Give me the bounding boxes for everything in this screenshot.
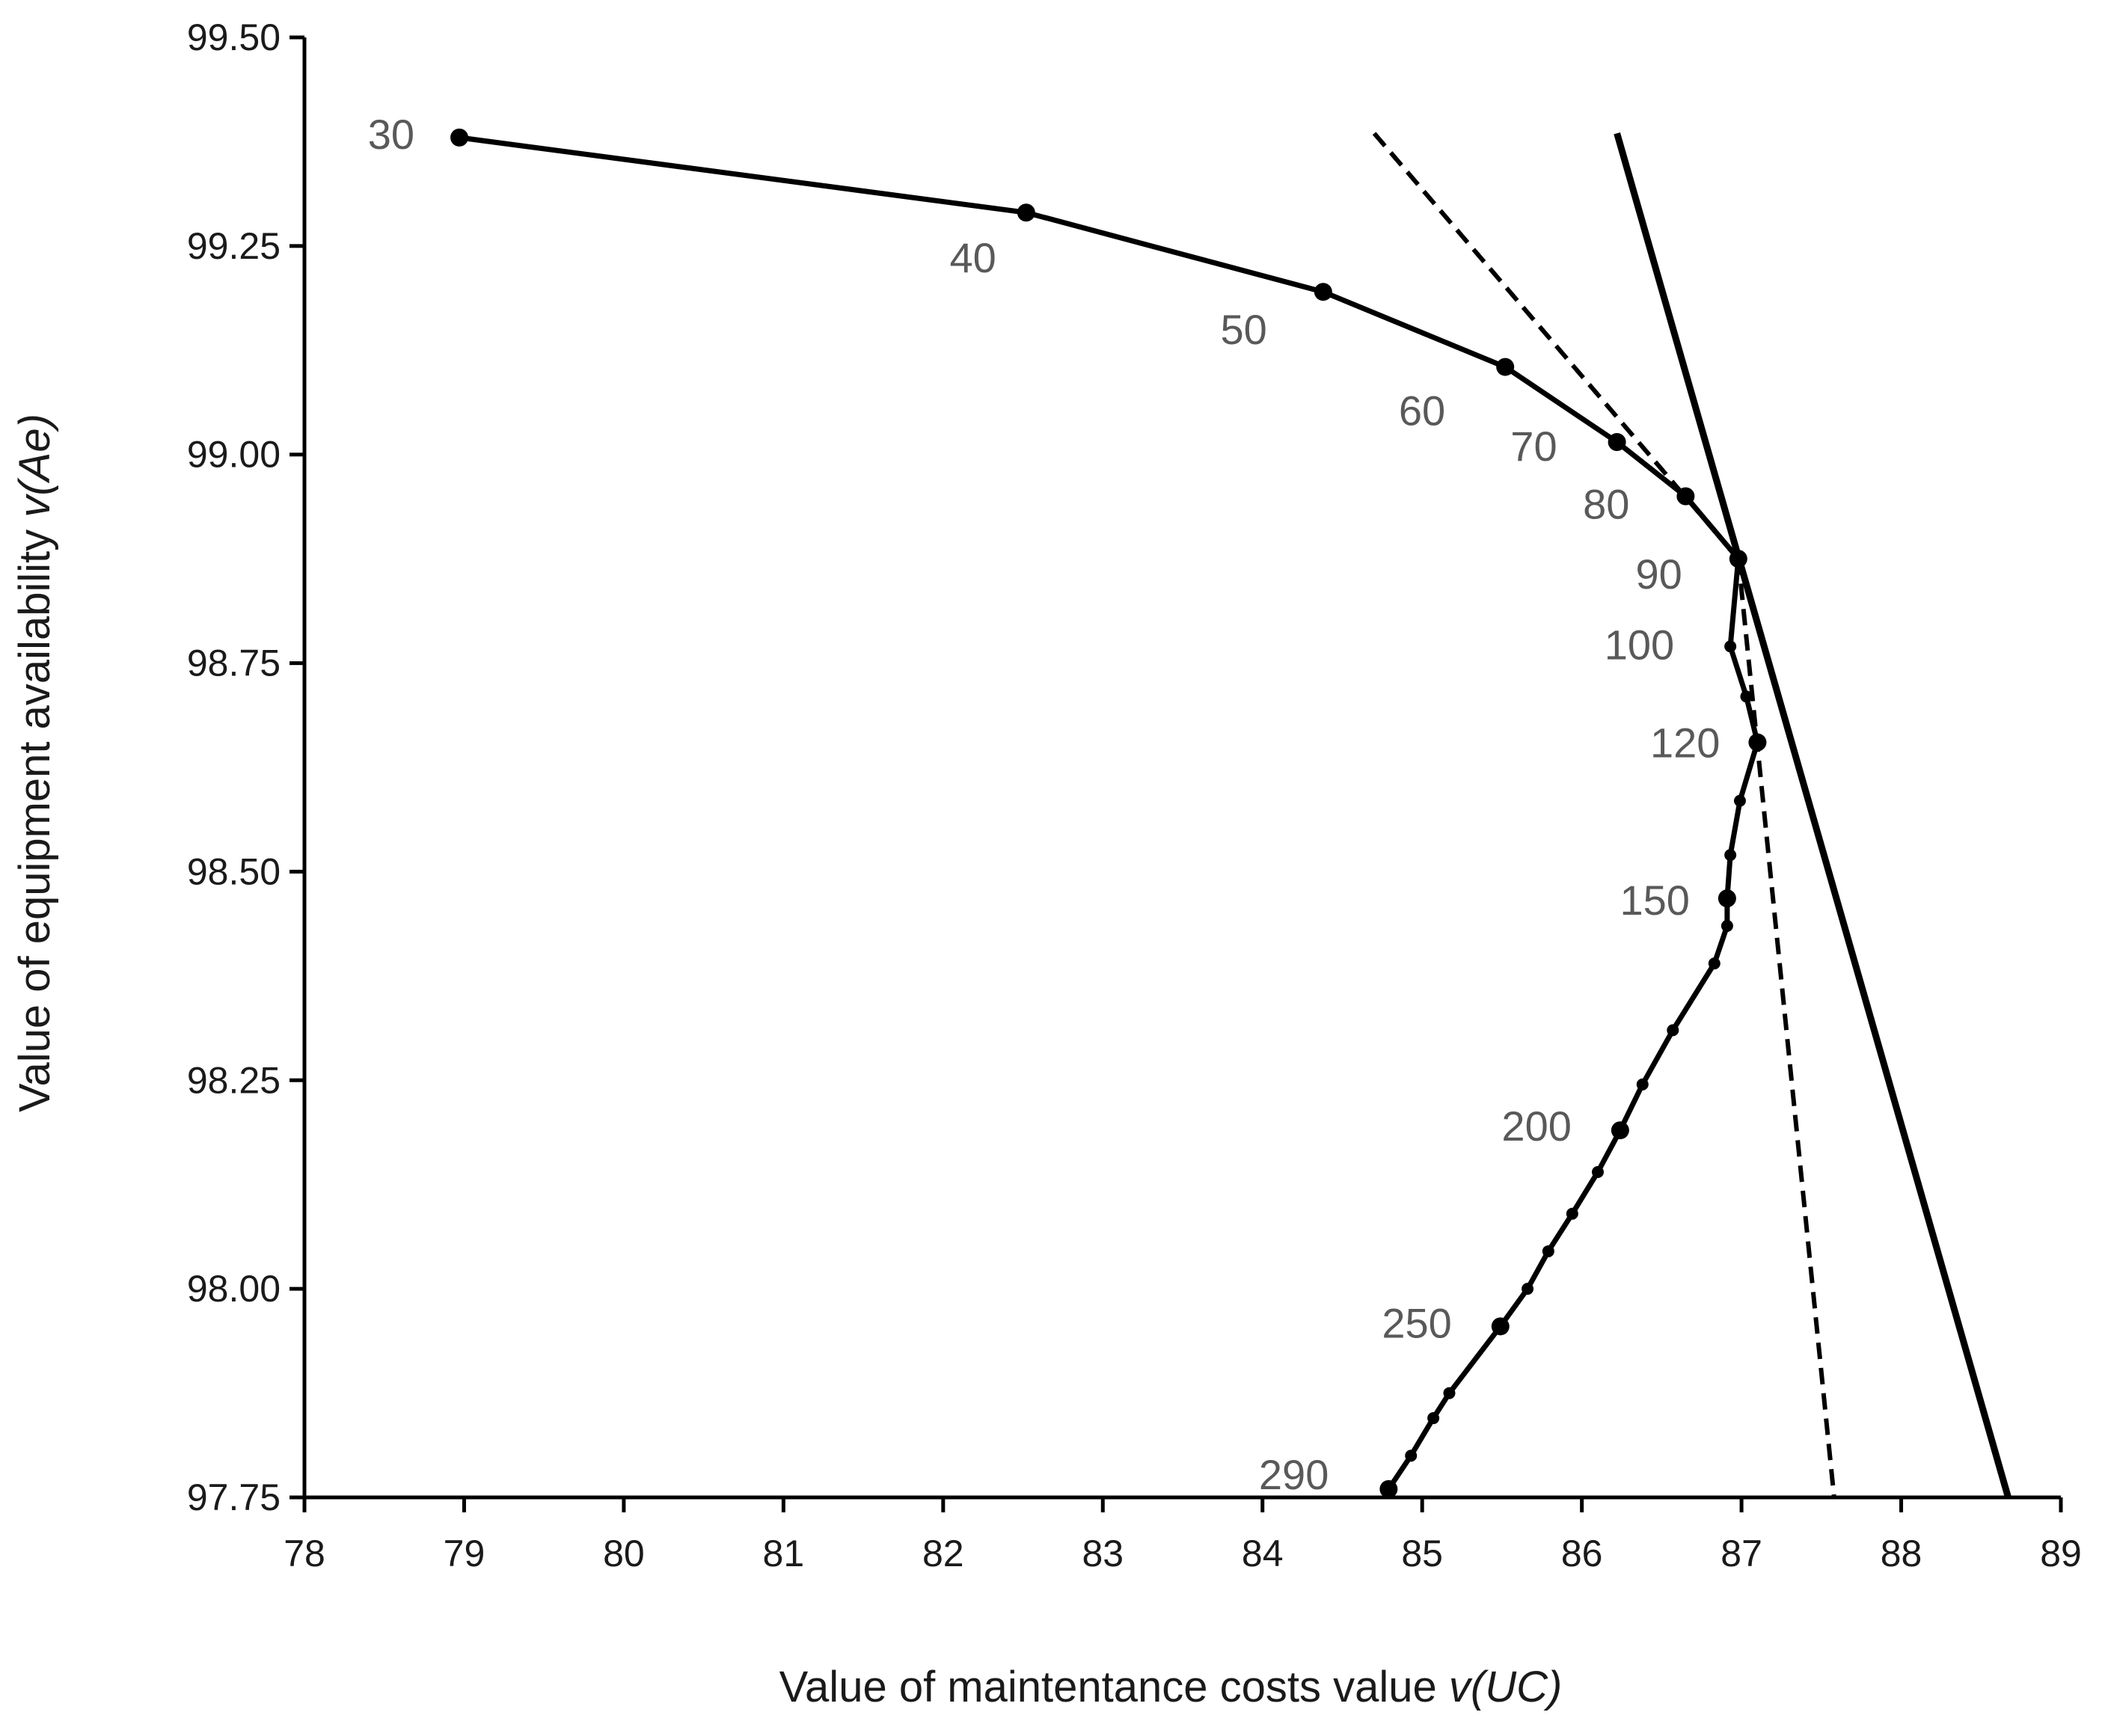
data-point	[1591, 1165, 1604, 1178]
data-point	[1542, 1245, 1554, 1257]
data-label: 40	[950, 234, 996, 281]
x-tick-label: 86	[1561, 1533, 1603, 1574]
data-point	[1443, 1387, 1456, 1399]
data-point	[1636, 1078, 1649, 1091]
data-label: 90	[1636, 550, 1682, 598]
data-point	[1566, 1207, 1578, 1220]
y-axis-title: Value of equipment availability v(Ae)	[10, 414, 59, 1112]
data-point	[1724, 640, 1737, 653]
data-point	[1496, 358, 1515, 376]
series-line-3	[1614, 132, 2011, 1499]
data-label: 100	[1605, 621, 1674, 668]
x-tick-label: 89	[2040, 1533, 2082, 1574]
y-tick-label: 99.00	[187, 434, 281, 476]
y-tick-label: 99.25	[187, 225, 281, 267]
x-tick-label: 80	[603, 1533, 645, 1574]
x-tick-label: 82	[922, 1533, 964, 1574]
x-tick-label: 83	[1082, 1533, 1124, 1574]
x-tick-label: 84	[1242, 1533, 1284, 1574]
data-point	[1718, 889, 1736, 908]
y-tick-label: 98.75	[187, 642, 281, 684]
series-line-1	[459, 135, 1760, 1491]
data-point	[1405, 1450, 1418, 1462]
data-point	[1314, 283, 1332, 301]
x-tick-label: 87	[1721, 1533, 1762, 1574]
data-point	[1733, 794, 1746, 807]
data-label: 50	[1221, 306, 1267, 353]
data-point	[1017, 203, 1035, 222]
data-point	[1491, 1317, 1510, 1336]
data-point	[1522, 1283, 1534, 1295]
y-tick-label: 98.50	[187, 850, 281, 892]
x-tick-label: 81	[763, 1533, 805, 1574]
y-ticks: 97.75 98.00 98.25 98.50 98.75 99.00 99.25 99.50	[187, 16, 304, 1518]
series-line-2	[1372, 132, 1836, 1498]
x-tick-label: 85	[1401, 1533, 1443, 1574]
data-point	[1740, 690, 1753, 703]
data-point	[1608, 432, 1626, 451]
data-label: 60	[1399, 387, 1445, 435]
data-label: 150	[1620, 877, 1689, 924]
x-ticks: 78 79 80 81 82 83 84 85 86 87 88 89	[284, 1497, 2082, 1574]
data-point	[450, 128, 469, 147]
y-tick-label: 98.25	[187, 1059, 281, 1101]
data-label: 290	[1259, 1451, 1329, 1498]
data-point	[1611, 1121, 1629, 1140]
data-label: 80	[1583, 480, 1629, 527]
x-tick-label: 79	[444, 1533, 485, 1574]
data-point	[1724, 849, 1737, 862]
data-label: 70	[1510, 423, 1557, 470]
data-label: 250	[1382, 1299, 1451, 1346]
axes	[302, 37, 2061, 1500]
x-tick-label: 78	[284, 1533, 325, 1574]
x-axis-title: Value of maintentance costs value v(UC)	[779, 1663, 1563, 1711]
x-tick-label: 88	[1881, 1533, 1922, 1574]
data-label: 30	[368, 111, 414, 158]
data-point	[1708, 957, 1721, 970]
data-point	[1667, 1024, 1679, 1037]
y-tick-label: 97.75	[187, 1476, 281, 1518]
data-label: 200	[1501, 1102, 1571, 1150]
series	[450, 128, 2011, 1499]
data-point	[1427, 1412, 1440, 1425]
data-point	[1721, 919, 1733, 932]
data-point	[1379, 1479, 1398, 1498]
y-tick-label: 98.00	[187, 1268, 281, 1310]
y-tick-label: 99.50	[187, 16, 281, 58]
data-label: 120	[1650, 720, 1720, 767]
